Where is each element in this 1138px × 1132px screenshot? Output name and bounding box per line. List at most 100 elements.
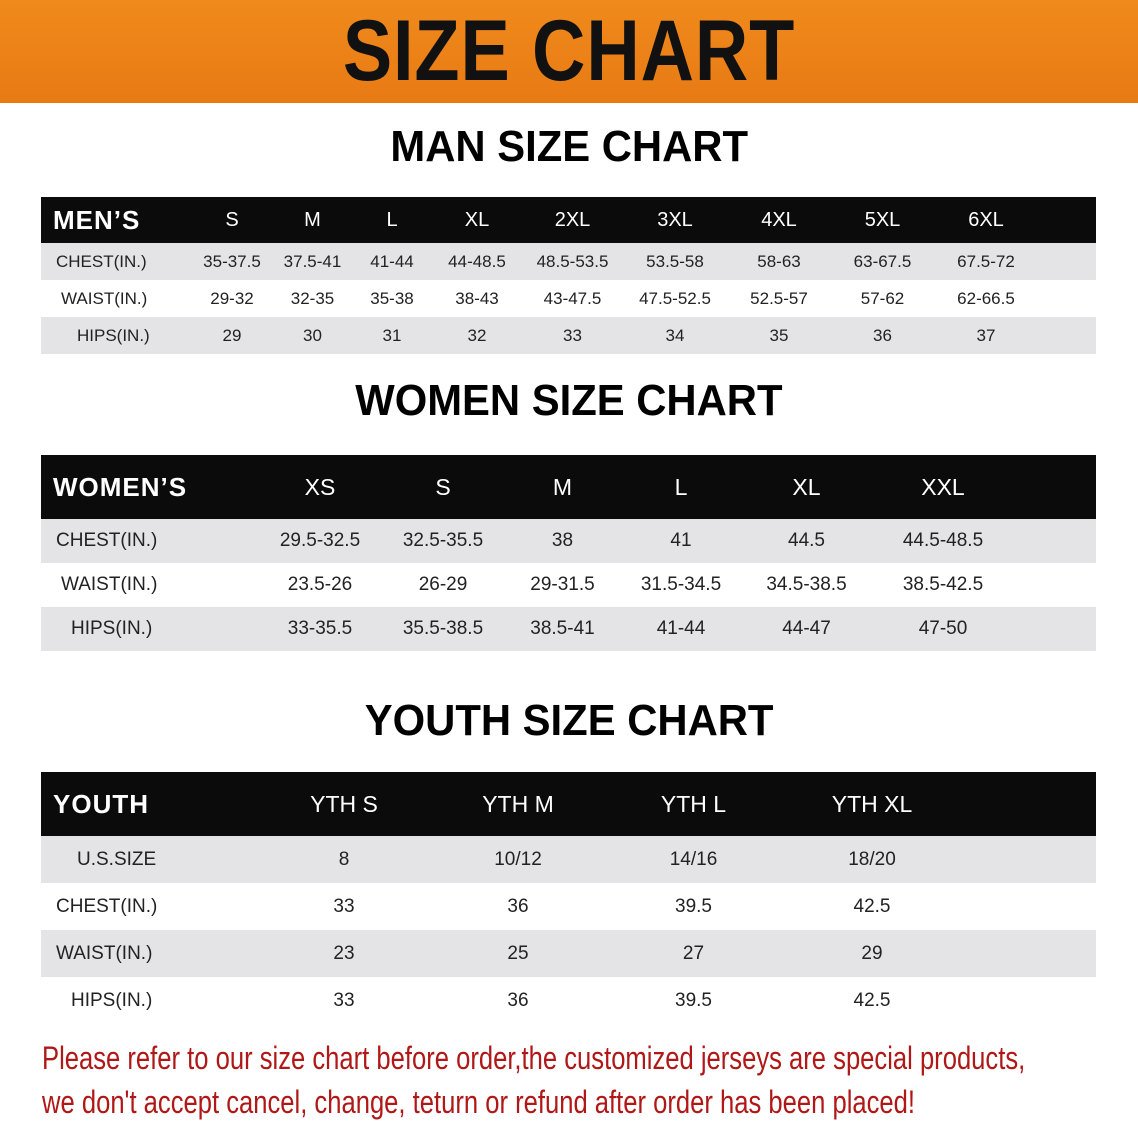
measurement-cell: 38.5-42.5 bbox=[872, 563, 1014, 607]
measurement-cell: 35-38 bbox=[352, 280, 432, 317]
measurement-cell: 58-63 bbox=[727, 243, 831, 280]
table-row: WAIST(IN.) 23.5-26 26-29 29-31.5 31.5-34.5 34… bbox=[41, 563, 1096, 607]
measurement-cell: 29-31.5 bbox=[504, 563, 621, 607]
measurement-cell: 42.5 bbox=[782, 977, 962, 1024]
table-row: HIPS(IN.) 33-35.5 35.5-38.5 38.5-41 41-44 44-… bbox=[41, 607, 1096, 651]
size-header: YTH M bbox=[431, 772, 605, 836]
table-row: U.S.SIZE 8 10/12 14/16 18/20 bbox=[41, 836, 1096, 883]
measurement-cell: 29 bbox=[782, 930, 962, 977]
measurement-cell: 29-32 bbox=[191, 280, 273, 317]
measurement-cell: 52.5-57 bbox=[727, 280, 831, 317]
measurement-cell: 67.5-72 bbox=[934, 243, 1038, 280]
size-header: XL bbox=[741, 455, 872, 519]
measurement-cell: 62-66.5 bbox=[934, 280, 1038, 317]
men-header-row: MEN’S S M L XL 2XL 3XL 4XL 5XL 6XL bbox=[41, 197, 1096, 243]
table-row: HIPS(IN.) 29 30 31 32 33 34 35 36 37 bbox=[41, 317, 1096, 354]
size-header: S bbox=[382, 455, 504, 519]
youth-section-title: YOUTH SIZE CHART bbox=[364, 696, 774, 745]
measurement-cell: 25 bbox=[431, 930, 605, 977]
measurement-cell: 42.5 bbox=[782, 883, 962, 930]
measurement-cell: 44-48.5 bbox=[432, 243, 522, 280]
measurement-cell: 14/16 bbox=[605, 836, 782, 883]
measurement-cell: 35 bbox=[727, 317, 831, 354]
measurement-cell: 36 bbox=[831, 317, 934, 354]
measurement-cell: 34.5-38.5 bbox=[741, 563, 872, 607]
measurement-cell: 10/12 bbox=[431, 836, 605, 883]
youth-header-label: YOUTH bbox=[41, 772, 257, 836]
row-label: CHEST(IN.) bbox=[41, 519, 258, 563]
measurement-cell: 38.5-41 bbox=[504, 607, 621, 651]
empty-cell bbox=[1014, 519, 1096, 563]
table-row: HIPS(IN.) 33 36 39.5 42.5 bbox=[41, 977, 1096, 1024]
measurement-cell: 23 bbox=[257, 930, 431, 977]
size-header: YTH S bbox=[257, 772, 431, 836]
size-header: L bbox=[621, 455, 741, 519]
measurement-cell: 31 bbox=[352, 317, 432, 354]
size-header: 6XL bbox=[934, 197, 1038, 243]
women-size-table: WOMEN’S XS S M L XL XXL CHEST(IN.) 29.5-32.5 32.5… bbox=[41, 455, 1096, 651]
row-label: HIPS(IN.) bbox=[41, 607, 258, 651]
measurement-cell: 18/20 bbox=[782, 836, 962, 883]
row-label: WAIST(IN.) bbox=[41, 280, 191, 317]
empty-header-cell bbox=[962, 772, 1096, 836]
measurement-cell: 39.5 bbox=[605, 883, 782, 930]
size-header: YTH XL bbox=[782, 772, 962, 836]
measurement-cell: 32 bbox=[432, 317, 522, 354]
measurement-cell: 8 bbox=[257, 836, 431, 883]
measurement-cell: 29.5-32.5 bbox=[258, 519, 382, 563]
size-header: 2XL bbox=[522, 197, 623, 243]
empty-cell bbox=[1038, 243, 1096, 280]
row-label: HIPS(IN.) bbox=[41, 977, 257, 1024]
measurement-cell: 47-50 bbox=[872, 607, 1014, 651]
size-header: 5XL bbox=[831, 197, 934, 243]
measurement-cell: 33 bbox=[257, 883, 431, 930]
empty-cell bbox=[962, 836, 1096, 883]
row-label: WAIST(IN.) bbox=[41, 563, 258, 607]
measurement-cell: 48.5-53.5 bbox=[522, 243, 623, 280]
men-header-label: MEN’S bbox=[41, 197, 191, 243]
empty-header-cell bbox=[1038, 197, 1096, 243]
empty-header-cell bbox=[1014, 455, 1096, 519]
measurement-cell: 26-29 bbox=[382, 563, 504, 607]
measurement-cell: 39.5 bbox=[605, 977, 782, 1024]
women-header-label: WOMEN’S bbox=[41, 455, 258, 519]
men-size-table: MEN’S S M L XL 2XL 3XL 4XL 5XL 6XL CHEST(IN.) 35-37… bbox=[41, 197, 1096, 354]
measurement-cell: 34 bbox=[623, 317, 727, 354]
banner: SIZE CHART bbox=[0, 0, 1138, 103]
notice-line-2: we don't accept cancel, change, teturn o… bbox=[42, 1084, 915, 1120]
measurement-cell: 32-35 bbox=[273, 280, 352, 317]
measurement-cell: 30 bbox=[273, 317, 352, 354]
empty-cell bbox=[962, 930, 1096, 977]
measurement-cell: 33-35.5 bbox=[258, 607, 382, 651]
men-section-title: MAN SIZE CHART bbox=[390, 122, 748, 171]
measurement-cell: 38-43 bbox=[432, 280, 522, 317]
size-header: XL bbox=[432, 197, 522, 243]
youth-size-table: YOUTH YTH S YTH M YTH L YTH XL U.S.SIZE 8 10/12… bbox=[41, 772, 1096, 1024]
order-notice: Please refer to our size chart before or… bbox=[42, 1036, 1025, 1124]
size-header: 3XL bbox=[623, 197, 727, 243]
measurement-cell: 37.5-41 bbox=[273, 243, 352, 280]
table-row: WAIST(IN.) 23 25 27 29 bbox=[41, 930, 1096, 977]
measurement-cell: 29 bbox=[191, 317, 273, 354]
size-header: S bbox=[191, 197, 273, 243]
measurement-cell: 35.5-38.5 bbox=[382, 607, 504, 651]
row-label: U.S.SIZE bbox=[41, 836, 257, 883]
women-header-row: WOMEN’S XS S M L XL XXL bbox=[41, 455, 1096, 519]
measurement-cell: 23.5-26 bbox=[258, 563, 382, 607]
measurement-cell: 32.5-35.5 bbox=[382, 519, 504, 563]
measurement-cell: 44.5-48.5 bbox=[872, 519, 1014, 563]
women-section-title: WOMEN SIZE CHART bbox=[355, 376, 783, 425]
size-header: YTH L bbox=[605, 772, 782, 836]
empty-cell bbox=[1014, 563, 1096, 607]
measurement-cell: 36 bbox=[431, 977, 605, 1024]
row-label: WAIST(IN.) bbox=[41, 930, 257, 977]
measurement-cell: 33 bbox=[257, 977, 431, 1024]
measurement-cell: 53.5-58 bbox=[623, 243, 727, 280]
size-header: 4XL bbox=[727, 197, 831, 243]
measurement-cell: 31.5-34.5 bbox=[621, 563, 741, 607]
measurement-cell: 35-37.5 bbox=[191, 243, 273, 280]
measurement-cell: 44-47 bbox=[741, 607, 872, 651]
size-header: L bbox=[352, 197, 432, 243]
empty-cell bbox=[1038, 280, 1096, 317]
measurement-cell: 36 bbox=[431, 883, 605, 930]
